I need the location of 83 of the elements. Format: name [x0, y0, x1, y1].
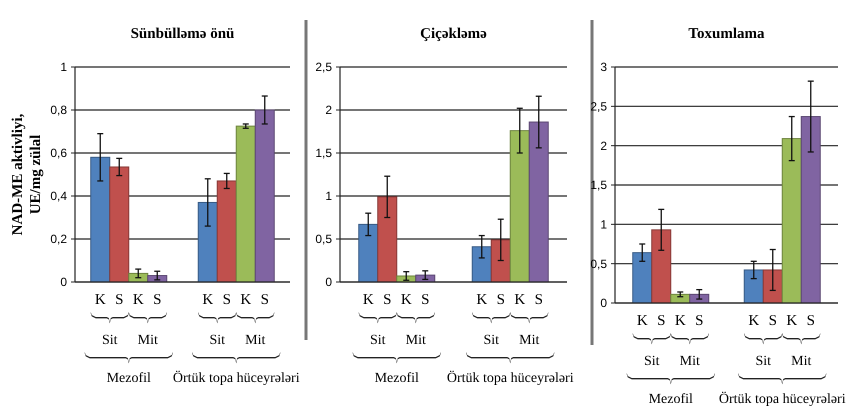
bar	[109, 166, 130, 282]
y-tick-label: 1,5	[315, 146, 332, 160]
y-tick-label: 2,5	[315, 60, 332, 74]
bar	[90, 156, 110, 282]
x-tick-label: Mezofil	[374, 371, 420, 386]
bar	[782, 138, 802, 304]
text: Mit	[680, 354, 700, 369]
y-tick-label: 1	[60, 60, 68, 74]
bar	[198, 202, 218, 282]
x-tick-label: Örtük topa hüceyrələri	[446, 370, 574, 386]
y-tick-label: 0	[325, 275, 332, 290]
y-tick-label: 0	[60, 275, 68, 290]
text: Mit	[245, 333, 266, 348]
series-label: K	[400, 292, 412, 308]
y-tick-label: 0,5	[590, 256, 608, 271]
bar	[377, 196, 398, 282]
text: S	[496, 292, 505, 308]
x-tick-label: Örtük topa hüceyrələri	[172, 370, 300, 386]
series-label: K	[132, 292, 144, 308]
text: S	[768, 313, 777, 329]
series-label: S	[695, 313, 704, 329]
text: Sit	[483, 333, 500, 348]
text: Mit	[791, 354, 812, 369]
text: K	[240, 292, 252, 308]
series-label: S	[153, 292, 162, 308]
text: Mit	[406, 333, 426, 348]
series-label: K	[636, 313, 648, 329]
y-tick-label: 0,6	[50, 146, 68, 160]
y-tick-label: 0,8	[50, 103, 68, 118]
text: Sit	[102, 333, 118, 348]
x-tick-label: Mezofil	[648, 392, 694, 407]
series-label: S	[383, 292, 392, 308]
y-tick-label: 1	[325, 189, 332, 204]
y-tick-label: 1,5	[590, 178, 608, 192]
text: S	[806, 313, 815, 329]
text: K	[202, 292, 214, 308]
series-label: K	[674, 313, 686, 329]
series-label: K	[94, 292, 106, 308]
text: S	[222, 292, 231, 308]
bar	[632, 252, 652, 304]
text: K	[786, 313, 798, 329]
bar	[744, 269, 764, 304]
y-tick-label: 0	[600, 296, 608, 310]
bar	[472, 246, 492, 282]
bar	[358, 224, 378, 282]
chart-title: Çiçəkləmə	[420, 26, 488, 42]
bar	[236, 126, 256, 282]
bar	[216, 180, 237, 282]
text: Sit	[370, 333, 386, 348]
text: K	[514, 292, 526, 308]
chart-title: Sünbülləmə önü	[130, 26, 234, 42]
bar	[254, 110, 275, 282]
text: Sit	[209, 333, 226, 348]
bar	[490, 239, 511, 282]
chart-title: Toxumlama	[688, 26, 766, 42]
bar	[800, 116, 821, 304]
series-label: S	[421, 292, 430, 308]
text: S	[260, 292, 269, 308]
y-tick-label: 2	[600, 138, 608, 153]
text: Mit	[138, 333, 158, 348]
y-tick-label: 0,4	[50, 189, 68, 204]
y-tick-label: 2,5	[590, 100, 608, 114]
x-tick-label: Mezofil	[106, 371, 152, 386]
text: Mit	[519, 333, 540, 348]
x-tick-label: Örtük topa hüceyrələri	[718, 391, 846, 407]
series-label: S	[657, 313, 666, 329]
text: K	[476, 292, 488, 308]
y-axis-title: NAD-ME aktivliyi, UE/mg zülal	[10, 113, 44, 236]
y-tick-label: 1	[600, 218, 608, 232]
bar	[651, 229, 672, 304]
bar	[510, 130, 530, 282]
text: K	[748, 313, 760, 329]
y-tick-label: 3	[600, 60, 608, 74]
y-tick-label: 2	[325, 103, 332, 118]
text: Sit	[755, 354, 772, 369]
bar	[528, 122, 549, 282]
text: Sit	[644, 354, 660, 369]
y-tick-label: 0,5	[315, 232, 332, 246]
y-tick-label: 0,2	[50, 232, 68, 246]
text: S	[534, 292, 543, 308]
bar	[762, 269, 783, 304]
series-label: S	[115, 292, 124, 308]
series-label: K	[362, 292, 374, 308]
